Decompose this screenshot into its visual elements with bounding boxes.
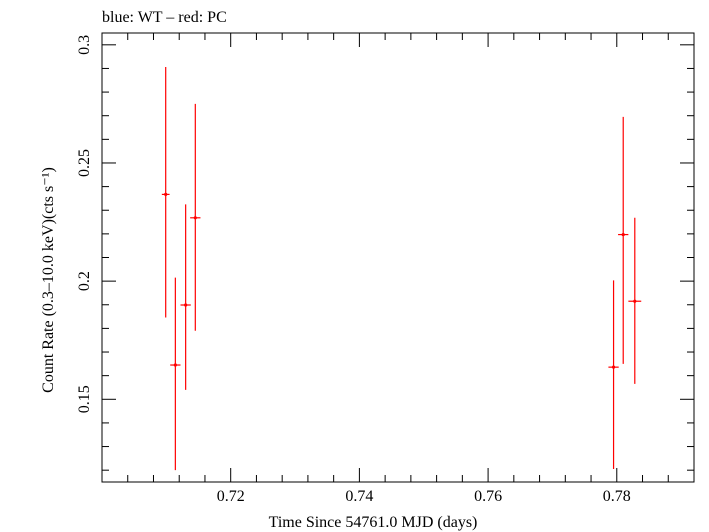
x-axis-ticks: 0.72 0.74 0.76 0.78: [101, 33, 695, 505]
x-tick-label: 0.78: [603, 488, 631, 505]
x-tick-label: 0.76: [474, 488, 502, 505]
data-point: [161, 67, 170, 318]
point-marker: [621, 232, 625, 237]
point-marker: [164, 192, 168, 197]
data-point: [618, 116, 629, 364]
plot-frame: [101, 32, 695, 483]
x-tick-label: 0.74: [345, 488, 373, 505]
point-marker: [184, 303, 188, 307]
y-tick-label: 0.25: [76, 149, 93, 177]
point-marker: [173, 363, 177, 367]
y-tick-label: 0.15: [76, 385, 93, 413]
y-axis-label: Count Rate (0.3–10.0 keV)(cts s⁻¹): [40, 167, 57, 393]
x-tick-label: 0.72: [217, 488, 245, 505]
data-point: [180, 204, 191, 390]
y-axis-ticks: 0.15 0.2 0.25 0.3: [76, 35, 694, 471]
point-marker: [611, 365, 616, 369]
data-point: [608, 280, 619, 470]
data-point: [170, 277, 181, 471]
chart-title: blue: WT – red: PC: [102, 9, 227, 26]
y-tick-label: 0.3: [76, 35, 93, 55]
y-tick-label: 0.2: [76, 271, 93, 291]
data-point: [190, 103, 201, 331]
data-point: [628, 217, 642, 384]
point-marker: [633, 299, 637, 303]
x-axis-label: Time Since 54761.0 MJD (days): [269, 514, 478, 531]
point-marker: [193, 216, 197, 220]
data-points: [161, 67, 642, 471]
